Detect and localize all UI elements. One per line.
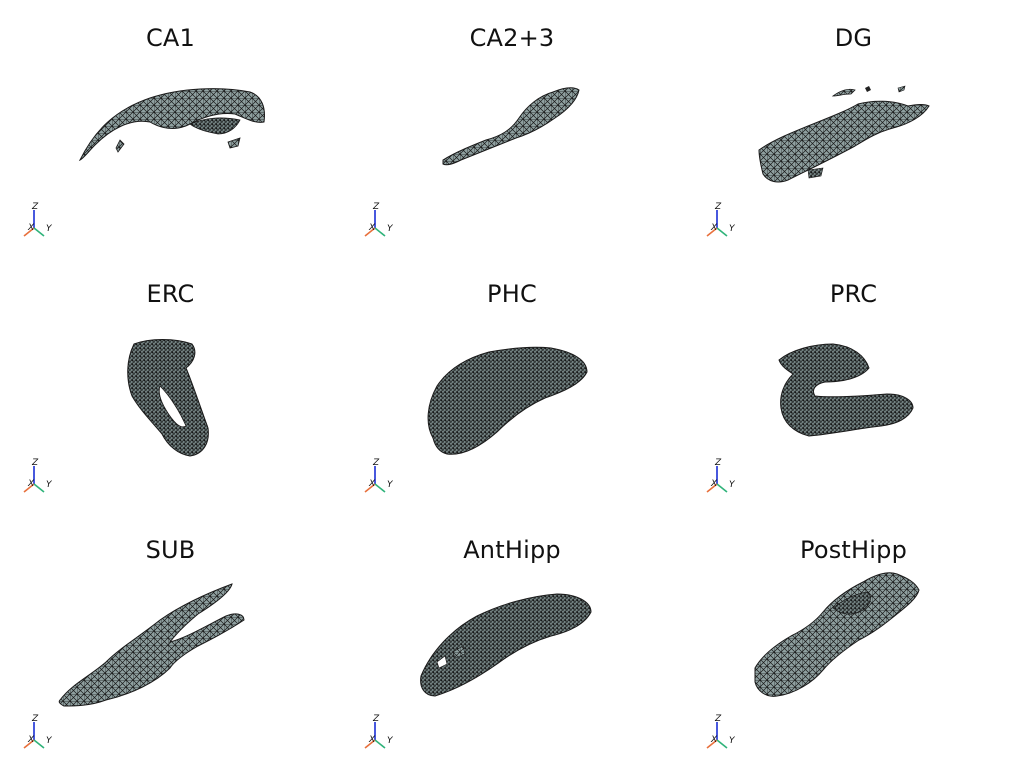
axis-y-label: Y bbox=[46, 736, 53, 746]
ca1-mesh bbox=[78, 88, 265, 162]
panel-dg: DG Z X Y bbox=[683, 0, 1024, 256]
orientation-axes: Z X Y bbox=[364, 458, 394, 493]
dg-mesh bbox=[758, 85, 930, 183]
axis-x-label: X bbox=[368, 223, 376, 233]
orientation-axes: Z X Y bbox=[364, 202, 394, 237]
axis-z-label: Z bbox=[714, 202, 722, 212]
orientation-axes: Z X Y bbox=[23, 714, 53, 749]
panel-posthipp: PostHipp Z X Y bbox=[683, 512, 1024, 768]
axis-x-label: X bbox=[368, 479, 376, 489]
orientation-axes: Z X Y bbox=[706, 714, 736, 749]
panel-title: DG bbox=[834, 24, 873, 52]
axis-z-label: Z bbox=[31, 458, 39, 468]
orientation-axes: Z X Y bbox=[364, 714, 394, 749]
axis-x-label: X bbox=[27, 479, 35, 489]
panel-title: PHC bbox=[487, 280, 537, 308]
axis-x-label: X bbox=[27, 735, 35, 745]
axis-x-label: X bbox=[27, 223, 35, 233]
panel-title: ERC bbox=[146, 280, 195, 308]
axis-z-label: Z bbox=[714, 458, 722, 468]
panel-erc: ERC Z X Y bbox=[0, 256, 341, 512]
axis-z-label: Z bbox=[31, 202, 39, 212]
axis-y-label: Y bbox=[387, 480, 394, 490]
orientation-axes: Z X Y bbox=[706, 202, 736, 237]
phc-mesh bbox=[427, 346, 588, 455]
orientation-axes: Z X Y bbox=[23, 202, 53, 237]
panel-prc: PRC Z X Y bbox=[683, 256, 1024, 512]
anthipp-mesh bbox=[420, 593, 592, 697]
axis-z-label: Z bbox=[372, 458, 380, 468]
axis-z-label: Z bbox=[372, 714, 380, 724]
axis-x-label: X bbox=[710, 223, 718, 233]
axis-z-label: Z bbox=[31, 714, 39, 724]
axis-x-label: X bbox=[710, 735, 718, 745]
panel-ca2-3: CA2+3 Z X Y bbox=[341, 0, 683, 256]
axis-y-label: Y bbox=[46, 480, 53, 490]
panel-title: AntHipp bbox=[463, 536, 561, 564]
ca2-3-mesh bbox=[442, 87, 580, 166]
prc-mesh bbox=[778, 343, 914, 437]
axis-z-label: Z bbox=[714, 714, 722, 724]
axis-y-label: Y bbox=[729, 224, 736, 234]
sub-mesh bbox=[58, 583, 245, 707]
panel-title: CA2+3 bbox=[469, 24, 555, 52]
panel-anthipp: AntHipp Z X Y bbox=[341, 512, 683, 768]
posthipp-mesh bbox=[754, 572, 920, 697]
panel-title: PRC bbox=[829, 280, 878, 308]
axis-x-label: X bbox=[710, 479, 718, 489]
orientation-axes: Z X Y bbox=[23, 458, 53, 493]
axis-y-label: Y bbox=[387, 224, 394, 234]
panel-phc: PHC Z X Y bbox=[341, 256, 683, 512]
axis-y-label: Y bbox=[46, 224, 53, 234]
panel-title: CA1 bbox=[145, 24, 196, 52]
panel-ca1: CA1 Z X Y bbox=[0, 0, 341, 256]
axis-y-label: Y bbox=[729, 736, 736, 746]
panel-sub: SUB Z X Y bbox=[0, 512, 341, 768]
axis-x-label: X bbox=[368, 735, 376, 745]
axis-z-label: Z bbox=[372, 202, 380, 212]
orientation-axes: Z X Y bbox=[706, 458, 736, 493]
erc-mesh bbox=[127, 339, 209, 457]
axis-y-label: Y bbox=[387, 736, 394, 746]
axis-y-label: Y bbox=[729, 480, 736, 490]
panel-title: PostHipp bbox=[800, 536, 907, 564]
panel-title: SUB bbox=[145, 536, 196, 564]
